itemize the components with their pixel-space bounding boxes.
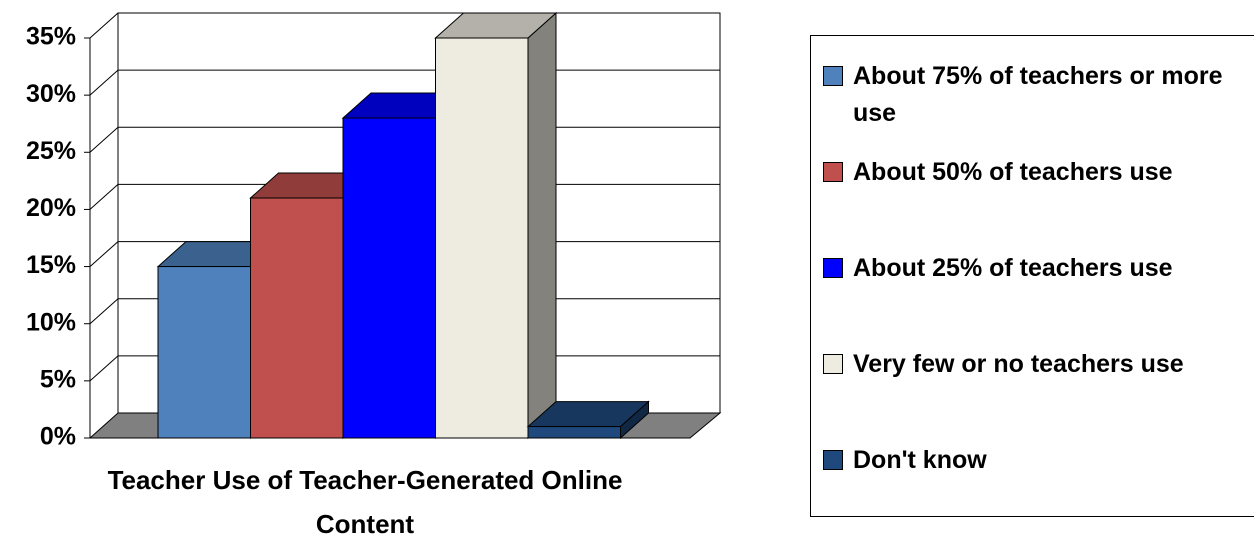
grid-line-side bbox=[89, 355, 119, 382]
legend-item: About 50% of teachers use bbox=[811, 154, 1254, 250]
grid-line-side bbox=[89, 184, 119, 210]
legend-swatch bbox=[823, 258, 843, 278]
y-tick-label: 25% bbox=[26, 137, 76, 165]
grid-line-side bbox=[89, 69, 119, 96]
legend-item: About 75% of teachers or more use bbox=[811, 58, 1254, 154]
legend-label: About 25% of teachers use bbox=[853, 254, 1173, 282]
y-tick-label: 20% bbox=[26, 194, 76, 222]
legend-item: About 25% of teachers use bbox=[811, 250, 1254, 346]
legend-swatch bbox=[823, 354, 843, 374]
legend: About 75% of teachers or more use About 5… bbox=[810, 35, 1254, 517]
bar bbox=[435, 37, 529, 439]
legend-label: About 75% of teachers or more use bbox=[853, 62, 1223, 127]
grid-line-side bbox=[89, 241, 119, 267]
grid-line-side bbox=[89, 126, 119, 153]
bar bbox=[250, 197, 344, 439]
legend-item: Very few or no teachers use bbox=[811, 346, 1254, 442]
bar bbox=[527, 426, 621, 439]
y-tick-label: 15% bbox=[26, 251, 76, 279]
bar bbox=[342, 117, 436, 439]
bar-side bbox=[527, 11, 557, 440]
y-tick-label: 0% bbox=[40, 423, 76, 451]
y-tick-label: 5% bbox=[40, 365, 76, 393]
legend-label: Don't know bbox=[853, 446, 987, 474]
grid-line-side bbox=[89, 12, 119, 39]
grid-line-side bbox=[89, 298, 119, 325]
y-tick-label: 10% bbox=[26, 308, 76, 336]
legend-swatch bbox=[823, 66, 843, 86]
y-tick-label: 35% bbox=[26, 23, 76, 51]
legend-swatch bbox=[823, 162, 843, 182]
legend-label: About 50% of teachers use bbox=[853, 158, 1173, 186]
legend-swatch bbox=[823, 450, 843, 470]
legend-label: Very few or no teachers use bbox=[853, 350, 1184, 378]
legend-item: Don't know bbox=[811, 442, 1254, 538]
bar bbox=[157, 266, 251, 439]
y-tick-label: 30% bbox=[26, 80, 76, 108]
x-category-label: Teacher Use of Teacher-Generated Online … bbox=[107, 465, 623, 539]
